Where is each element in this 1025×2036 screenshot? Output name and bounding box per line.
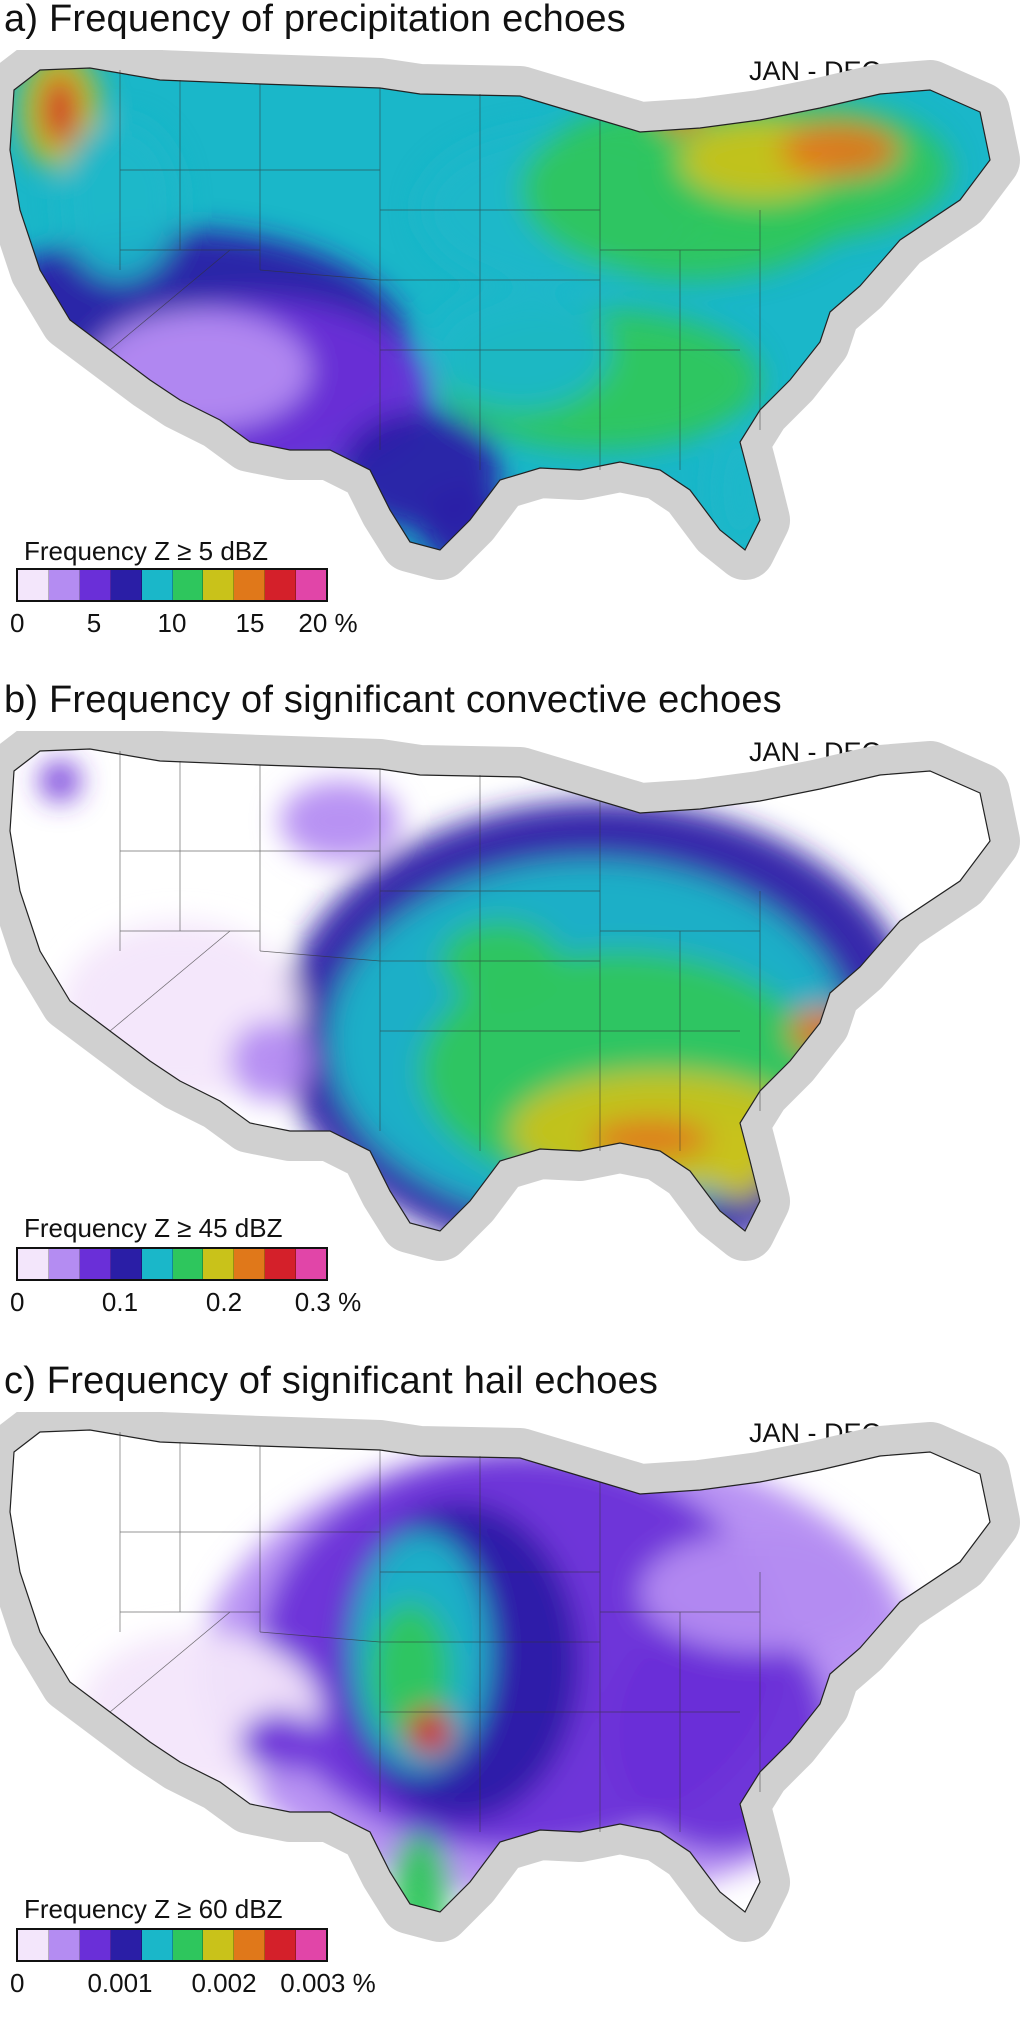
colorbar [16,1928,328,1962]
map-hail [0,1412,1020,1942]
frequency-field [10,1430,990,1912]
colorbar-ticks: 0 5 10 15 20 % [0,608,420,638]
colorbar-swatch [265,570,297,600]
country-outline [9,1429,991,1913]
colorbar-tick-label: 0.1 [101,1287,139,1317]
frequency-region [240,1712,320,1772]
frequency-region [230,1021,310,1101]
colorbar-tick-label: 0 [10,1968,25,1998]
panel-hail: c) Frequency of significant hail echoes … [0,1360,1025,2036]
legend-title: Frequency Z ≥ 60 dBZ [24,1894,283,1924]
colorbar-swatch [234,1249,266,1279]
colorbar-swatch [296,1249,327,1279]
panel-precipitation: a) Frequency of precipitation echoes JAN… [0,0,1025,674]
colorbar-swatch [141,570,173,600]
colorbar-swatch [296,570,327,600]
frequency-region [406,1708,454,1756]
colorbar-swatch [172,570,204,600]
colorbar-swatch [234,1930,266,1960]
country-outline [9,748,991,1232]
colorbar-swatch [18,1249,49,1279]
colorbar-swatch [110,570,142,600]
frequency-region [42,74,78,146]
colorbar-swatch [48,1930,80,1960]
map-convective [0,731,1020,1261]
colorbar-swatch [296,1930,327,1960]
frequency-region [280,781,400,861]
legend-title: Frequency Z ≥ 45 dBZ [24,1213,283,1243]
colorbar-swatch [18,1930,49,1960]
colorbar-swatch [203,570,235,600]
frequency-region [370,1602,450,1742]
colorbar-tick-label: 0.2 [205,1287,243,1317]
colorbar-swatch [79,1249,111,1279]
colorbar-swatch [141,1930,173,1960]
frequency-field [10,749,990,1231]
colorbar-tick-label: 0.002 [191,1968,257,1998]
colorbar-tick-label: 5 [86,608,102,638]
panel-title: a) Frequency of precipitation echoes [4,0,626,40]
colorbar-swatch [265,1249,297,1279]
state-borders [109,1432,761,1832]
colorbar-tick-label: 0 [10,1287,25,1317]
legend-title: Frequency Z ≥ 5 dBZ [24,536,269,566]
colorbar-tick-label: 20 % [298,608,358,638]
colorbar-tick-label: 15 [235,608,265,638]
frequency-region [40,761,80,801]
colorbar-swatch [79,570,111,600]
colorbar [16,1247,328,1281]
colorbar-swatch [110,1249,142,1279]
colorbar-tick-label: 0.003 % [280,1968,376,1998]
state-borders [109,751,761,1151]
colorbar-ticks: 0 0.1 0.2 0.3 % [0,1287,420,1317]
colorbar-swatch [203,1930,235,1960]
colorbar-swatch [18,570,49,600]
panel-convective: b) Frequency of significant convective e… [0,679,1025,1355]
colorbar-swatch [48,1249,80,1279]
state-borders [109,70,761,470]
map-precipitation [0,50,1020,580]
colorbar-swatch [141,1249,173,1279]
colorbar-swatch [265,1930,297,1960]
colorbar-swatch [110,1930,142,1960]
frequency-region [390,1832,450,1912]
frequency-region [780,122,900,178]
colorbar-swatch [203,1249,235,1279]
colorbar-ticks: 0 0.001 0.002 0.003 % [0,1968,420,1998]
colorbar-swatch [48,570,80,600]
colorbar-tick-label: 10 [157,608,187,638]
colorbar-tick-label: 0.001 [87,1968,153,1998]
colorbar-swatch [172,1249,204,1279]
colorbar-swatch [79,1930,111,1960]
colorbar-tick-label: 0 [10,608,25,638]
panel-title: c) Frequency of significant hail echoes [4,1360,659,1402]
colorbar-swatch [234,570,266,600]
colorbar-tick-label: 0.3 % [294,1287,362,1317]
panel-title: b) Frequency of significant convective e… [4,679,782,721]
country-outline [9,67,991,551]
colorbar-swatch [172,1930,204,1960]
colorbar [16,568,328,602]
